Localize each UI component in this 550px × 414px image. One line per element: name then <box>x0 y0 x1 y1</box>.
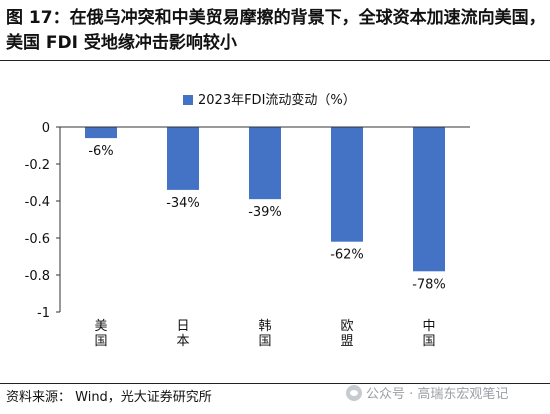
bar <box>413 127 445 272</box>
data-label: -39% <box>248 205 282 220</box>
x-tick-label: 欧 <box>340 319 353 334</box>
x-tick-label: 盟 <box>340 334 353 349</box>
x-tick-label: 韩 <box>258 319 271 334</box>
bar <box>85 127 117 139</box>
bar <box>249 127 281 200</box>
chart-legend: 2023年FDI流动变动（%） <box>183 92 356 108</box>
bar-chart: 2023年FDI流动变动（%） 0-0.2-0.4-0.6-0.8-1 -6%-… <box>25 92 470 349</box>
bar <box>167 127 199 190</box>
x-tick-label: 中 <box>422 319 435 334</box>
data-label: -34% <box>166 196 200 211</box>
x-tick-label: 本 <box>176 334 189 349</box>
bars: -6% -34% -39% -62% -78% <box>85 127 446 292</box>
y-tick-label: 0 <box>42 121 50 136</box>
y-tick-label: -0.4 <box>25 195 50 210</box>
title-divider <box>0 60 550 61</box>
data-label: -62% <box>330 248 364 263</box>
x-tick-label: 日 <box>176 319 189 334</box>
y-tick-label: -0.2 <box>25 158 50 173</box>
legend-swatch <box>183 95 193 105</box>
source-divider <box>0 383 550 384</box>
y-axis: 0 -0.2 -0.4 -0.6 -0.8 -1 <box>25 121 61 321</box>
data-label: -78% <box>412 277 446 292</box>
legend-label: 2023年FDI流动变动（%） <box>198 92 356 108</box>
bar <box>331 127 363 242</box>
x-tick-label: 国 <box>422 334 435 349</box>
y-tick-label: -1 <box>37 306 50 321</box>
watermark-text: 公众号 · 高瑞东宏观笔记 <box>366 387 509 402</box>
y-tick-label: -0.8 <box>25 269 50 284</box>
y-tick-label: -0.6 <box>25 232 50 247</box>
x-tick-label: 美 <box>94 319 107 334</box>
wechat-icon <box>346 384 362 401</box>
x-tick-label: 国 <box>258 334 271 349</box>
figure-title: 图 17：在俄乌冲突和中美贸易摩擦的背景下，全球资本加速流向美国，美国 FDI … <box>6 8 546 53</box>
watermark: 公众号 · 高瑞东宏观笔记 <box>346 383 508 402</box>
x-tick-label: 国 <box>94 334 107 349</box>
source-note: 资料来源： Wind，光大证券研究所 <box>6 390 212 405</box>
data-label: -6% <box>88 144 113 159</box>
